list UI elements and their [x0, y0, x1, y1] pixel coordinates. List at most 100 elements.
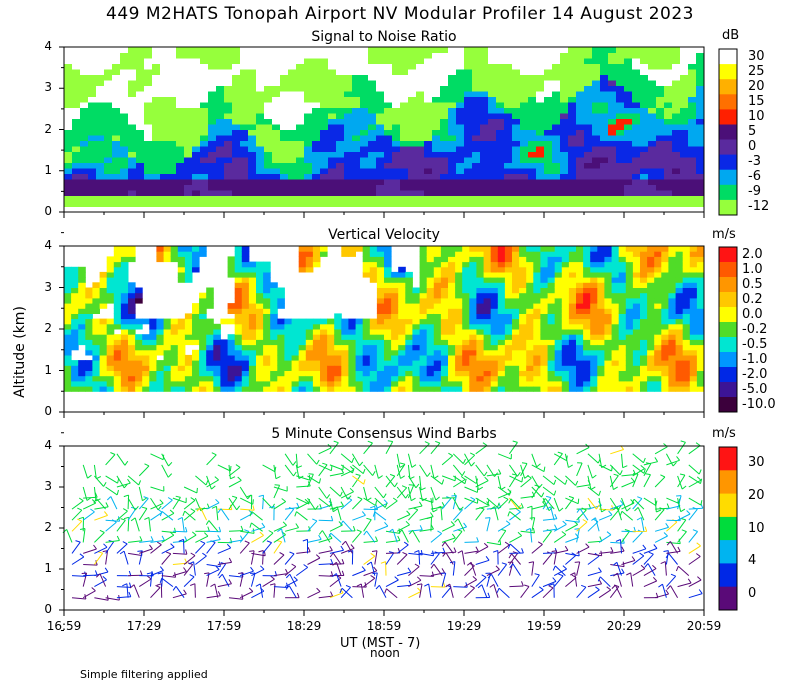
- wind-barb-flag: [457, 550, 463, 554]
- colorbar-swatch: [719, 109, 737, 125]
- wind-barb: [172, 497, 187, 504]
- wind-barb-flag: [487, 499, 490, 505]
- wind-barb: [374, 572, 378, 587]
- wind-barb: [666, 459, 680, 466]
- wind-barb-flag: [392, 497, 398, 502]
- wind-barb-flag: [144, 463, 150, 467]
- colorbar-frame: [718, 246, 738, 413]
- wind-barb: [150, 544, 162, 554]
- wind-barb-flag: [568, 495, 574, 499]
- wind-barb: [542, 486, 555, 496]
- wind-barb-flag: [295, 523, 300, 528]
- wind-barb-flag: [177, 516, 183, 521]
- wind-barb-flag: [501, 562, 507, 565]
- wind-barb-flag: [146, 575, 152, 580]
- wind-barb: [116, 482, 131, 488]
- wind-barb: [83, 564, 98, 566]
- wind-barb: [352, 514, 366, 521]
- wind-barb-flag: [660, 561, 666, 565]
- wind-barb-flag: [184, 536, 188, 542]
- wind-barb-flag: [461, 471, 466, 476]
- wind-barb-flag: [218, 526, 222, 532]
- wind-barb: [475, 505, 490, 510]
- wind-barb-flag: [269, 505, 275, 509]
- wind-barb-flag: [568, 464, 573, 468]
- wind-barb-flag: [558, 507, 564, 512]
- wind-barb: [621, 560, 636, 565]
- wind-barb: [340, 547, 355, 554]
- wind-barb: [598, 453, 603, 468]
- wind-barb: [94, 579, 107, 588]
- wind-barb-flag: [159, 578, 163, 584]
- wind-barb-flag: [361, 511, 366, 516]
- wind-barb: [228, 467, 241, 477]
- wind-barb: [621, 497, 628, 512]
- wind-barb: [288, 585, 297, 598]
- colorbar-swatch: [719, 49, 737, 65]
- wind-barb: [240, 570, 254, 577]
- wind-barb-flag: [156, 541, 162, 546]
- colorbar-level-label: 10: [748, 108, 765, 124]
- wind-barb-flag: [230, 476, 236, 480]
- wind-barb-flag: [217, 534, 221, 540]
- wind-barb: [138, 465, 150, 477]
- wind-barb: [150, 497, 159, 511]
- wind-barb-flag: [139, 536, 143, 542]
- wind-barb-flag: [450, 521, 455, 526]
- wind-barb: [576, 561, 581, 576]
- wind-barb: [666, 497, 680, 505]
- wind-barb-flag: [128, 570, 132, 576]
- wind-barb-flag: [453, 547, 457, 553]
- wind-barb-flag: [577, 550, 580, 556]
- wind-barb: [374, 525, 388, 532]
- wind-barb: [408, 529, 423, 532]
- wind-barb: [281, 528, 286, 543]
- colorbar-swatch: [719, 470, 737, 494]
- colorbar-level-label: -6: [748, 169, 761, 185]
- wind-barb-flag: [433, 475, 439, 479]
- wind-barb: [576, 586, 587, 599]
- wind-barb-flag: [329, 552, 334, 558]
- wind-barb-flag: [315, 554, 321, 559]
- wind-barb-flag: [318, 478, 321, 484]
- wind-barb: [408, 509, 419, 521]
- wind-barb-flag: [217, 508, 222, 514]
- wind-barb: [221, 574, 230, 587]
- wind-barb-flag: [504, 541, 510, 546]
- wind-barb-flag: [527, 505, 533, 509]
- wind-barb-flag: [189, 574, 195, 578]
- wind-barb-flag: [99, 529, 105, 533]
- wind-barb-flag: [356, 529, 362, 533]
- wind-barb-flag: [302, 538, 308, 542]
- wind-barb: [374, 502, 388, 510]
- wind-barb: [161, 453, 169, 467]
- wind-barb-flag: [156, 583, 162, 586]
- wind-barb-flag: [484, 476, 489, 482]
- wind-barb-flag: [96, 476, 102, 480]
- wind-barb-flag: [534, 573, 540, 576]
- wind-barb-flag: [678, 538, 681, 544]
- wind-barb: [643, 497, 657, 506]
- wind-barb: [407, 486, 412, 501]
- wind-barb-flag: [665, 589, 670, 595]
- wind-barb-flag: [696, 542, 701, 547]
- wind-barb-flag: [116, 535, 120, 541]
- wind-barb: [228, 539, 243, 543]
- wind-barb: [396, 486, 407, 499]
- wind-barb: [654, 476, 666, 488]
- wind-barb-flag: [328, 532, 332, 538]
- wind-barb-flag: [347, 497, 353, 501]
- wind-barb-flag: [619, 470, 623, 476]
- wind-barb: [161, 575, 176, 578]
- wind-barb: [464, 550, 479, 554]
- wind-barb-flag: [312, 518, 318, 522]
- wind-barb: [105, 521, 117, 532]
- wind-barb-flag: [378, 475, 383, 479]
- wind-barb-flag: [666, 503, 670, 509]
- wind-barb-flag: [332, 506, 338, 511]
- wind-barb-flag: [432, 509, 438, 513]
- wind-barb-flag: [552, 565, 556, 571]
- wind-barb-flag: [611, 584, 616, 589]
- wind-barb: [509, 511, 521, 521]
- wind-barb: [94, 514, 108, 521]
